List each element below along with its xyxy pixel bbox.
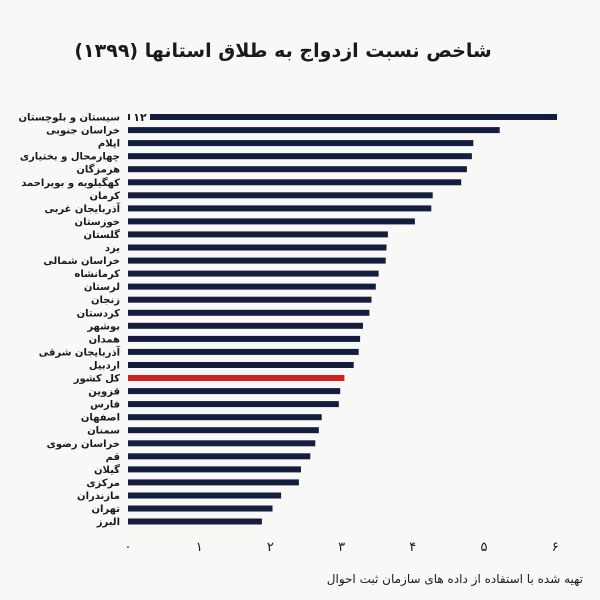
x-tick-label: ۵ — [481, 540, 488, 555]
category-label: چهارمحال و بختیاری — [20, 152, 120, 163]
category-label: قزوین — [88, 387, 120, 398]
x-tick-label: ۰ — [125, 540, 132, 555]
bar — [128, 283, 376, 290]
category-label: خراسان شمالی — [43, 256, 120, 267]
category-label: فارس — [90, 400, 120, 411]
bar — [128, 127, 500, 134]
x-tick-label: ۴ — [409, 540, 416, 555]
bar — [128, 362, 354, 368]
category-label: البرز — [96, 517, 120, 528]
category-label: تهران — [91, 504, 120, 515]
x-tick-label: ۱ — [196, 540, 203, 555]
bar-highlight — [128, 375, 345, 381]
bar — [128, 322, 363, 329]
category-label: سمنان — [87, 426, 120, 437]
category-label: کرمانشاه — [74, 269, 120, 280]
bar — [128, 440, 316, 447]
bar — [128, 257, 386, 264]
category-label: ایلام — [98, 139, 120, 150]
bar-value-label: ۱۲ — [133, 111, 147, 124]
bar — [128, 505, 273, 512]
bar — [128, 114, 557, 120]
category-label: کل کشور — [73, 374, 120, 385]
bar — [128, 205, 432, 212]
bar — [128, 231, 388, 238]
category-label: همدان — [89, 334, 120, 345]
category-label: گلستان — [84, 228, 121, 241]
bar — [128, 296, 372, 303]
category-labels-group: سیستان و بلوچستان خراسان جنوبی ایلام چهارمح… — [18, 113, 120, 529]
bar — [128, 401, 339, 408]
category-label: گیلان — [94, 463, 120, 476]
bar — [128, 140, 474, 147]
bar — [128, 270, 379, 277]
category-label: زنجان — [91, 295, 120, 306]
category-label: خراسان رضوی — [47, 439, 120, 450]
bar — [128, 388, 341, 395]
bar — [128, 492, 282, 499]
bar — [128, 192, 433, 199]
category-label: قم — [106, 452, 120, 463]
bar — [128, 479, 299, 486]
bar — [128, 153, 472, 160]
bar — [128, 335, 361, 342]
category-label: کردستان — [77, 308, 121, 319]
category-label: خراسان جنوبی — [46, 126, 120, 137]
category-label: بوشهر — [86, 321, 120, 332]
x-tick-label: ۶ — [552, 540, 559, 555]
category-label: هرمزگان — [76, 163, 120, 176]
x-tick-label: ۳ — [338, 540, 345, 555]
bar — [128, 309, 370, 316]
bar — [128, 348, 359, 355]
category-label: یزد — [105, 243, 120, 254]
category-label: مازندران — [77, 491, 120, 502]
bar — [128, 466, 301, 473]
category-label: کهگیلویه و بویراحمد — [21, 176, 120, 189]
bar — [128, 218, 415, 225]
category-label: کرمان — [89, 191, 120, 202]
bar — [128, 244, 387, 251]
x-axis-ticks-group: ۰ ۱ ۲ ۳ ۴ ۵ ۶ — [125, 540, 559, 555]
bar — [128, 453, 311, 460]
category-label: مرکزی — [86, 478, 120, 489]
bar — [128, 414, 322, 421]
bar — [128, 166, 467, 173]
bars-group: ۱۲ — [128, 111, 557, 525]
category-label: اصفهان — [81, 413, 120, 424]
bar — [128, 518, 262, 525]
category-label: لرستان — [84, 282, 120, 293]
category-label: اردبیل — [89, 361, 120, 372]
bar-value-label-background — [130, 111, 150, 123]
category-label: سیستان و بلوچستان — [18, 113, 120, 124]
bar — [128, 179, 462, 186]
bar — [128, 427, 319, 434]
source-note: تهیه شده با استفاده از داده های سازمان ث… — [327, 572, 583, 587]
x-tick-label: ۲ — [267, 540, 274, 555]
chart-title: شاخص نسبت ازدواج به طلاق استانها (۱۳۹۹) — [74, 40, 491, 62]
category-label: آذربایجان غربی — [45, 202, 121, 215]
category-label: خوزستان — [75, 217, 120, 228]
category-label: آذربایجان شرقی — [39, 345, 121, 358]
